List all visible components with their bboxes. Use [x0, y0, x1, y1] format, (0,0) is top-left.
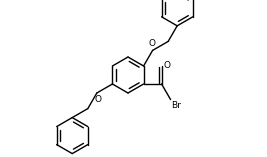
Text: O: O [164, 62, 171, 70]
Text: O: O [148, 39, 155, 48]
Text: O: O [94, 95, 101, 104]
Text: Br: Br [172, 101, 182, 110]
